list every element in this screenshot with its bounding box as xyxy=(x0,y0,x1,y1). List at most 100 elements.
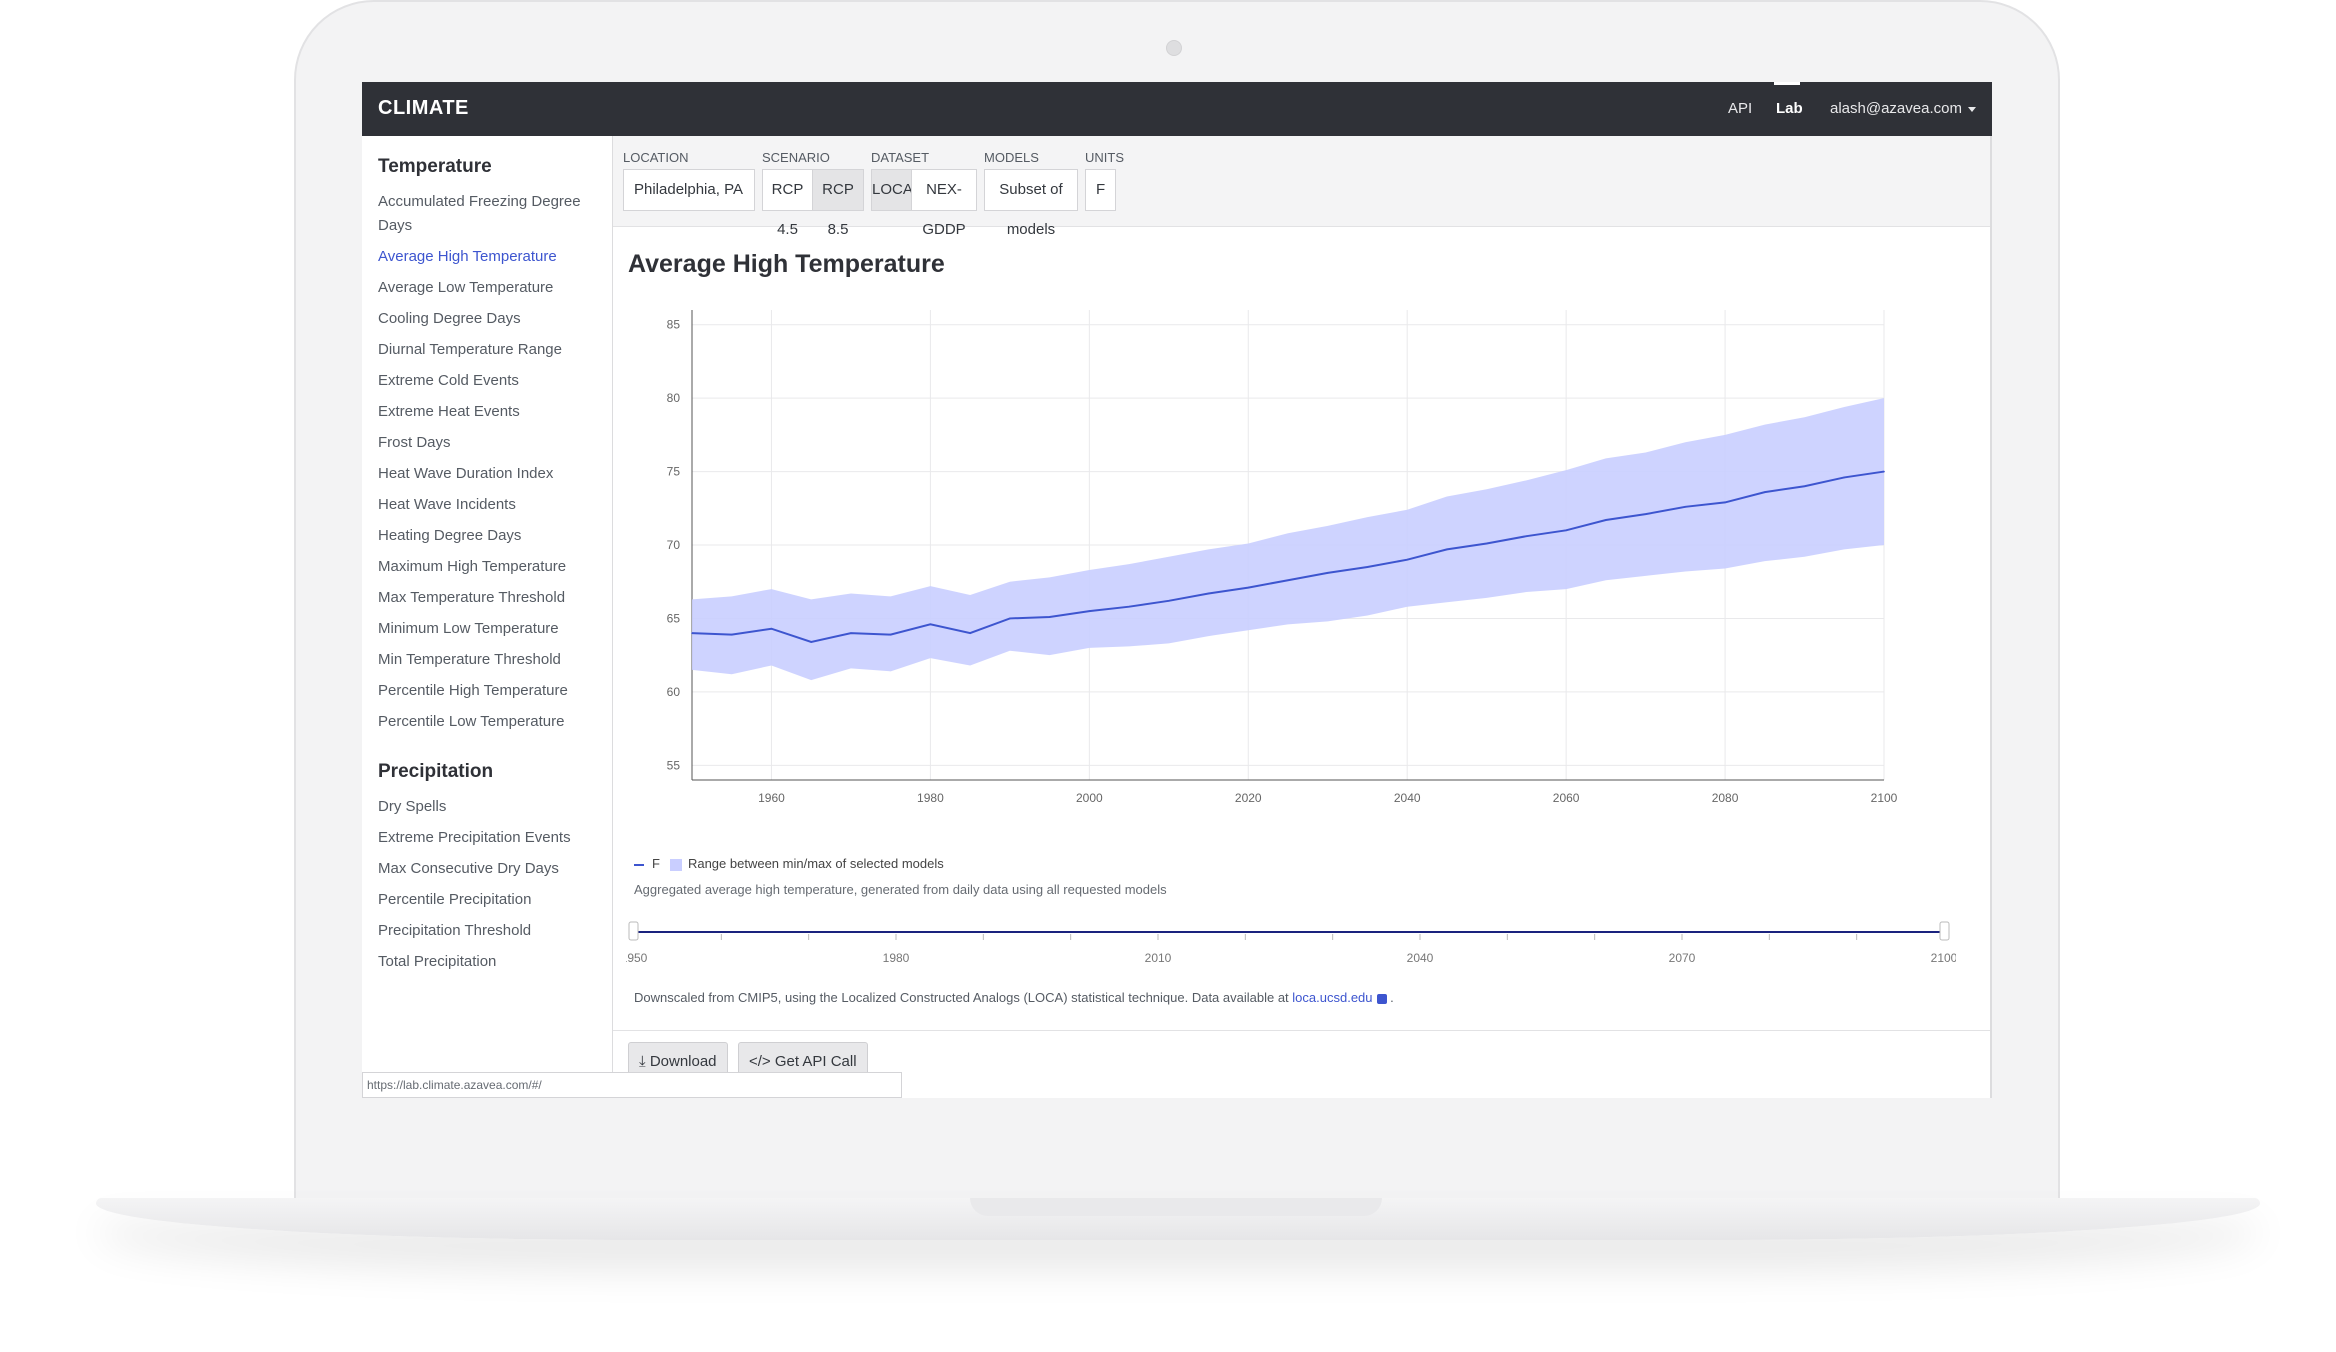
series-point xyxy=(1883,470,1885,473)
sidebar-temperature-item[interactable]: Percentile Low Temperature xyxy=(378,713,565,730)
x-tick-label: 2100 xyxy=(1871,791,1898,805)
sidebar: Temperature Accumulated Freezing Degree … xyxy=(378,156,608,981)
year-range-slider[interactable]: 1950 1980 2010 2040 2070 2100 xyxy=(626,918,1956,978)
series-point xyxy=(1048,616,1051,618)
sidebar-temperature-item[interactable]: Maximum High Temperature xyxy=(378,558,567,575)
slider-tick-label: 1980 xyxy=(883,951,910,965)
x-tick-label: 2040 xyxy=(1394,791,1421,805)
location-label: LOCATION xyxy=(623,150,689,165)
nav-lab-link[interactable]: Lab xyxy=(1776,100,1803,117)
series-point xyxy=(1168,600,1170,602)
series-point xyxy=(1684,506,1687,508)
x-tick-label: 2080 xyxy=(1712,791,1739,805)
sidebar-temperature-item[interactable]: Average Low Temperature xyxy=(378,279,554,296)
temperature-indicator-list: Accumulated Freezing Degree Days Average … xyxy=(378,190,608,734)
dataset-label: DATASET xyxy=(871,150,930,165)
series-point xyxy=(1843,476,1846,479)
series-point xyxy=(929,623,932,626)
sidebar-temperature-item[interactable]: Max Temperature Threshold xyxy=(378,589,566,606)
y-tick-label: 55 xyxy=(667,758,681,772)
series-point xyxy=(850,632,852,634)
sidebar-temperature-item[interactable]: Extreme Cold Events xyxy=(378,372,519,389)
chart-legend: F Range between min/max of selected model… xyxy=(634,856,944,871)
laptop-notch xyxy=(970,1198,1382,1216)
data-source-note: Downscaled from CMIP5, using the Localiz… xyxy=(634,990,1394,1005)
units-label: UNITS xyxy=(1085,150,1124,165)
slider-tick-label: 2070 xyxy=(1669,951,1696,965)
sidebar-temperature-item[interactable]: Cooling Degree Days xyxy=(378,310,521,327)
y-tick-label: 70 xyxy=(667,538,681,552)
nav-api-link[interactable]: API xyxy=(1728,100,1753,117)
sidebar-temperature-item[interactable]: Min Temperature Threshold xyxy=(378,651,561,668)
slider-tick-label: 1950 xyxy=(626,951,648,965)
app-screen: CLIMATE API Lab alash@azavea.com Tempera… xyxy=(362,82,1992,1098)
source-link[interactable]: loca.ucsd.edu xyxy=(1292,990,1373,1005)
series-point xyxy=(1088,610,1091,612)
models-select-button[interactable]: Subset of models xyxy=(984,169,1078,238)
series-point xyxy=(1207,592,1210,595)
y-tick-label: 80 xyxy=(667,391,681,405)
sidebar-temperature-item[interactable]: Diurnal Temperature Range xyxy=(378,341,562,358)
sidebar-temperature-item[interactable]: Heat Wave Duration Index xyxy=(378,465,554,482)
scenario-rcp85-button[interactable]: RCP 8.5 xyxy=(812,169,864,238)
series-point xyxy=(1644,513,1647,515)
source-end: . xyxy=(1390,990,1394,1005)
legend-line-icon xyxy=(634,863,644,866)
dataset-loca-button[interactable]: LOCA xyxy=(871,169,913,211)
user-email: alash@azavea.com xyxy=(1830,100,1962,117)
dataset-nexgddp-button[interactable]: NEX-GDDP xyxy=(911,169,977,238)
sidebar-temperature-item[interactable]: Percentile High Temperature xyxy=(378,682,568,699)
series-point xyxy=(1009,617,1011,620)
slider-end-handle[interactable] xyxy=(1939,921,1950,941)
sidebar-precipitation-item[interactable]: Dry Spells xyxy=(378,798,447,815)
user-menu[interactable]: alash@azavea.com xyxy=(1830,100,1976,117)
slider-tick-label: 2040 xyxy=(1407,951,1434,965)
precipitation-indicator-list: Dry Spells Extreme Precipitation Events Ma… xyxy=(378,795,608,974)
sidebar-temperature-item[interactable]: Average High Temperature xyxy=(378,248,557,265)
series-point xyxy=(969,632,971,634)
controls-bar: LOCATION Philadelphia, PA SCENARIO RCP 4… xyxy=(613,136,1990,238)
series-point xyxy=(1287,579,1289,582)
x-tick-label: 2060 xyxy=(1553,791,1580,805)
sidebar-temperature-item[interactable]: Accumulated Freezing Degree Days xyxy=(378,193,581,234)
slider-start-handle[interactable] xyxy=(628,921,639,941)
series-point xyxy=(730,633,733,636)
sidebar-precipitation-item[interactable]: Total Precipitation xyxy=(378,953,497,970)
series-point xyxy=(1446,548,1448,551)
sidebar-precipitation-item[interactable]: Max Consecutive Dry Days xyxy=(378,860,559,877)
sidebar-precipitation-item[interactable]: Extreme Precipitation Events xyxy=(378,829,571,846)
sidebar-temperature-item[interactable]: Extreme Heat Events xyxy=(378,403,520,420)
download-label: Download xyxy=(649,1053,717,1070)
section-divider xyxy=(613,1030,1990,1031)
content-right-border xyxy=(1990,136,1992,1098)
location-input[interactable]: Philadelphia, PA xyxy=(623,169,755,211)
legend-range-label: Range between min/max of selected models xyxy=(687,856,944,871)
series-point xyxy=(1485,542,1488,545)
series-point xyxy=(1724,501,1726,504)
brand-logo[interactable]: CLIMATE xyxy=(378,97,469,119)
sidebar-temperature-item[interactable]: Minimum Low Temperature xyxy=(378,620,559,637)
status-bar-url: https://lab.climate.azavea.com/#/ xyxy=(362,1072,902,1098)
sidebar-heading-temperature: Temperature xyxy=(378,156,492,177)
top-navbar: CLIMATE API Lab alash@azavea.com xyxy=(362,82,1992,136)
sidebar-temperature-item[interactable]: Heating Degree Days xyxy=(378,527,522,544)
series-point xyxy=(1525,535,1528,537)
legend-series-label: F xyxy=(652,856,660,871)
caret-down-icon xyxy=(1967,106,1976,112)
sidebar-temperature-item[interactable]: Frost Days xyxy=(378,434,451,451)
series-point xyxy=(1128,605,1130,608)
temperature-chart: 1960 1980 2000 2020 2040 2060 2080 2100 55 60 65 70… xyxy=(667,310,1898,805)
sidebar-precipitation-item[interactable]: Precipitation Threshold xyxy=(378,922,532,939)
y-tick-label: 65 xyxy=(667,611,681,625)
sidebar-precipitation-item[interactable]: Percentile Precipitation xyxy=(378,891,532,908)
series-point xyxy=(1247,586,1250,589)
series-point xyxy=(1803,485,1806,488)
models-label: MODELS xyxy=(984,150,1039,165)
scenario-rcp45-button[interactable]: RCP 4.5 xyxy=(762,169,813,238)
x-tick-label: 1980 xyxy=(917,791,944,805)
sidebar-temperature-item[interactable]: Heat Wave Incidents xyxy=(378,496,516,513)
units-select[interactable]: F xyxy=(1085,169,1116,211)
chart-caption: Aggregated average high temperature, gen… xyxy=(634,882,1167,897)
active-nav-marker xyxy=(1774,82,1800,85)
series-point xyxy=(810,641,812,643)
